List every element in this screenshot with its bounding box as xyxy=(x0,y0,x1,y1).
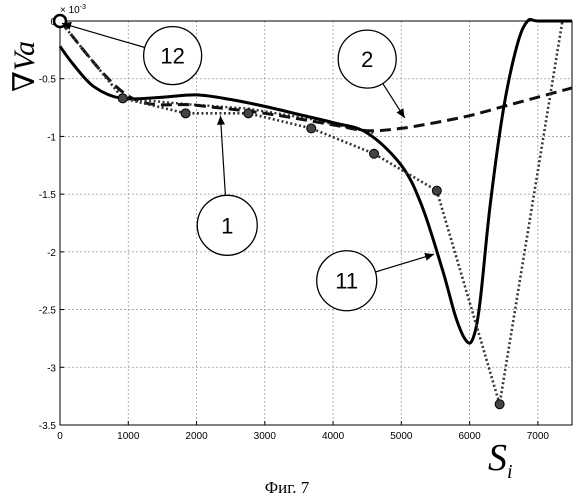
x-axis-label: Si xyxy=(488,437,513,483)
callout-2-label: 2 xyxy=(361,47,373,72)
y-tick-label: -1.5 xyxy=(39,190,57,201)
series-1-point xyxy=(432,186,441,195)
start-point-marker xyxy=(54,15,66,27)
x-tick-label: 7000 xyxy=(527,431,550,442)
chart-grid xyxy=(60,21,572,425)
callout-12-label: 12 xyxy=(160,44,184,69)
series-2-line xyxy=(60,21,572,131)
callout-11-leader xyxy=(375,254,434,272)
y-multiplier-base: × 10 xyxy=(60,5,80,16)
callout-1-arrowhead xyxy=(217,116,225,125)
series-1-point xyxy=(307,124,316,133)
callout-layer: 121112 xyxy=(62,22,434,311)
series-1-point xyxy=(181,109,190,118)
series-1-point xyxy=(118,94,127,103)
x-tick-label: 2000 xyxy=(185,431,208,442)
x-tick-label: 3000 xyxy=(254,431,277,442)
series-1-point xyxy=(495,400,504,409)
x-axis-label-main: S xyxy=(488,437,507,479)
x-tick-label: 1000 xyxy=(117,431,140,442)
y-tick-label: -1 xyxy=(47,132,56,143)
y-tick-label: -2 xyxy=(47,248,56,259)
plot-frame xyxy=(60,21,572,425)
series-1-point xyxy=(244,109,253,118)
axis-ticks: 010002000300040005000600070000-0.5-1-1.5… xyxy=(39,17,550,442)
series-11-line xyxy=(60,19,572,343)
callout-11-label: 11 xyxy=(335,269,358,294)
y-axis-label: ∇Va xyxy=(8,41,41,92)
x-tick-label: 6000 xyxy=(458,431,481,442)
y-tick-label: -2.5 xyxy=(39,306,57,317)
series-1-line xyxy=(60,21,562,404)
x-tick-label: 0 xyxy=(57,431,63,442)
callout-11-arrowhead xyxy=(424,253,434,261)
x-tick-label: 5000 xyxy=(390,431,413,442)
x-tick-label: 4000 xyxy=(322,431,345,442)
callout-12-leader xyxy=(62,23,145,47)
y-tick-label: -3.5 xyxy=(39,421,57,432)
callout-2-arrowhead xyxy=(397,108,405,118)
x-axis-label-sub: i xyxy=(507,461,513,483)
callout-1-label: 1 xyxy=(221,213,233,238)
series-1-point xyxy=(370,149,379,158)
y-multiplier-exp: -3 xyxy=(80,4,86,11)
figure-caption: Фиг. 7 xyxy=(265,478,310,497)
series-layer xyxy=(54,15,572,409)
y-tick-label: -0.5 xyxy=(39,75,57,86)
callout-1-leader xyxy=(220,116,225,196)
y-multiplier: × 10-3 xyxy=(60,4,86,16)
y-tick-label: -3 xyxy=(47,363,56,374)
